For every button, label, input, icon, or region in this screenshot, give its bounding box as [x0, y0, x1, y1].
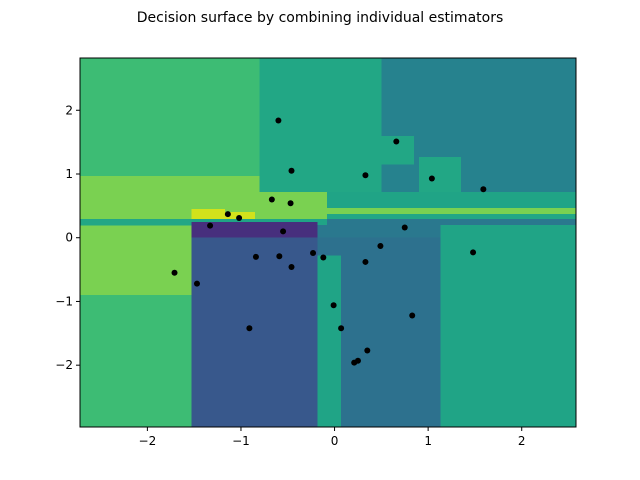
scatter-point [338, 325, 345, 332]
decision-region [191, 221, 318, 238]
decision-region [418, 156, 461, 192]
scatter-point [428, 175, 435, 182]
scatter-point [280, 228, 287, 235]
decision-region [317, 255, 342, 427]
x-tick-label: −2 [139, 434, 157, 448]
scatter-point [171, 269, 178, 276]
scatter-point [275, 117, 282, 124]
decision-region [80, 175, 192, 296]
decision-region [191, 237, 318, 427]
decision-region [191, 58, 260, 178]
scatter-point [351, 359, 358, 366]
x-tick-label: 1 [424, 434, 432, 448]
x-tick-label: 0 [331, 434, 339, 448]
y-tick-label: 1 [65, 167, 73, 181]
scatter-point [480, 186, 487, 193]
x-axis: −2 −1 0 1 2 [139, 427, 526, 448]
scatter-point [252, 253, 259, 260]
scatter-points [171, 117, 487, 366]
decision-region [381, 58, 576, 192]
scatter-point [470, 249, 477, 256]
scatter-point [310, 250, 317, 257]
decision-region [191, 209, 226, 220]
decision-region [259, 58, 382, 192]
chart-title: Decision surface by combining individual… [137, 10, 504, 26]
x-tick-label: 2 [518, 434, 526, 448]
y-tick-label: 0 [65, 231, 73, 245]
scatter-point [193, 280, 200, 287]
decision-region [327, 214, 576, 220]
scatter-point [409, 312, 416, 319]
scatter-point [320, 254, 327, 261]
scatter-point [330, 302, 337, 309]
y-tick-label: −2 [55, 358, 73, 372]
scatter-point [288, 167, 295, 174]
y-axis: −2 −1 0 1 2 [55, 103, 80, 372]
scatter-point [364, 347, 371, 354]
plot-area [80, 58, 576, 427]
scatter-point [246, 325, 253, 332]
scatter-point [362, 172, 369, 179]
scatter-point [377, 243, 384, 250]
decision-regions [80, 58, 576, 427]
scatter-point [224, 211, 231, 218]
scatter-point [268, 196, 275, 203]
scatter-point [207, 222, 214, 229]
decision-region [327, 219, 576, 225]
axes-frame [79, 57, 577, 428]
scatter-point [276, 253, 283, 260]
scatter-point [288, 264, 295, 271]
decision-region [327, 207, 576, 215]
decision-region [317, 224, 441, 238]
y-tick-label: −1 [55, 294, 73, 308]
decision-region [80, 219, 192, 226]
scatter-point [236, 214, 243, 221]
scatter-point [393, 138, 400, 145]
scatter-point [287, 200, 294, 207]
decision-region [440, 224, 576, 427]
scatter-point [401, 224, 408, 231]
x-tick-label: −1 [232, 434, 250, 448]
scatter-point [362, 258, 369, 265]
decision-region [259, 191, 328, 220]
y-tick-label: 2 [65, 103, 73, 117]
